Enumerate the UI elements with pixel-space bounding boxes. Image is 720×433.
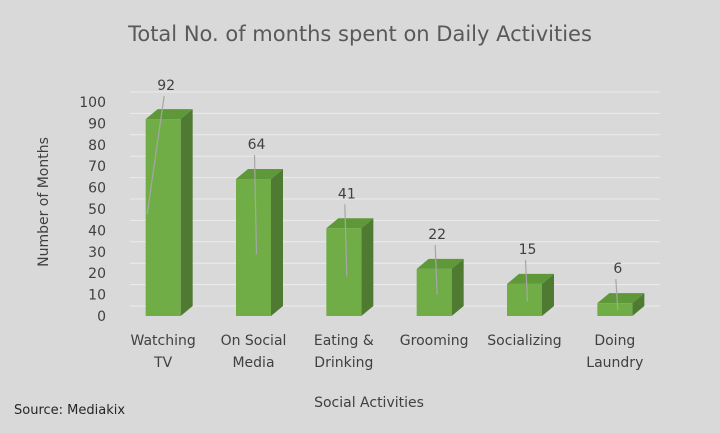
gridlines	[130, 91, 660, 307]
data-label: 6	[613, 261, 622, 277]
bar	[416, 268, 452, 316]
y-tick-label: 60	[88, 181, 106, 197]
x-tick-label: TV	[153, 355, 173, 371]
leader-line	[524, 259, 529, 302]
data-label-leaders	[146, 95, 619, 311]
y-tick-label: 20	[88, 266, 106, 282]
leader-line	[434, 244, 438, 295]
data-label: 92	[157, 78, 175, 94]
bar-top	[507, 273, 554, 284]
data-label: 64	[248, 137, 266, 153]
bar-top	[236, 169, 283, 180]
x-tick-label: Media	[232, 355, 274, 371]
y-tick-label: 30	[88, 245, 106, 261]
bars	[145, 109, 645, 317]
data-labels: 92 64 41 22 15 6	[157, 78, 622, 277]
y-tick-label: 10	[88, 288, 106, 304]
x-tick-label: Drinking	[314, 355, 373, 371]
leader-line	[146, 95, 165, 215]
bar	[597, 303, 633, 316]
x-tick-label: Laundry	[586, 355, 643, 371]
leader-line	[344, 204, 348, 277]
data-label: 15	[519, 242, 537, 258]
bar-side	[361, 218, 374, 316]
x-tick-label: Doing	[594, 333, 635, 349]
y-axis-ticks: 0 10 20 30 40 50 60 70 80 90 100	[79, 95, 106, 325]
leader-line	[253, 155, 258, 255]
y-axis-title: Number of Months	[36, 137, 52, 267]
y-tick-label: 40	[88, 223, 106, 239]
bar	[507, 283, 542, 316]
bar-side	[180, 109, 193, 317]
bar-top	[326, 218, 374, 229]
leader-line	[615, 279, 619, 311]
bar-side	[542, 273, 554, 316]
y-tick-label: 90	[88, 116, 106, 132]
bar	[145, 119, 181, 317]
x-axis-categories: Watching TV On Social Media Eating & Drinking…	[131, 333, 644, 371]
y-tick-label: 50	[88, 202, 106, 218]
bar-side	[271, 169, 283, 316]
bar-top	[416, 258, 464, 269]
data-label: 41	[338, 186, 356, 202]
bar-top	[145, 109, 193, 120]
y-tick-label: 80	[88, 138, 106, 154]
source-note: Source: Mediakix	[14, 403, 125, 418]
data-label: 22	[428, 227, 446, 243]
y-tick-label: 70	[88, 159, 106, 175]
chart-title: Total No. of months spent on Daily Activ…	[127, 22, 592, 46]
bar-top	[597, 293, 645, 304]
x-tick-label: Socializing	[487, 333, 561, 349]
x-axis-title: Social Activities	[314, 395, 424, 411]
bar-side	[451, 258, 464, 316]
x-tick-label: On Social	[221, 333, 287, 349]
bar-side	[632, 293, 645, 316]
y-tick-label: 0	[97, 309, 106, 325]
x-tick-label: Eating &	[314, 333, 374, 349]
x-tick-label: Watching	[131, 333, 196, 349]
y-tick-label: 100	[79, 95, 106, 111]
bar	[326, 228, 362, 316]
bar	[236, 179, 271, 316]
x-tick-label: Grooming	[400, 333, 469, 349]
